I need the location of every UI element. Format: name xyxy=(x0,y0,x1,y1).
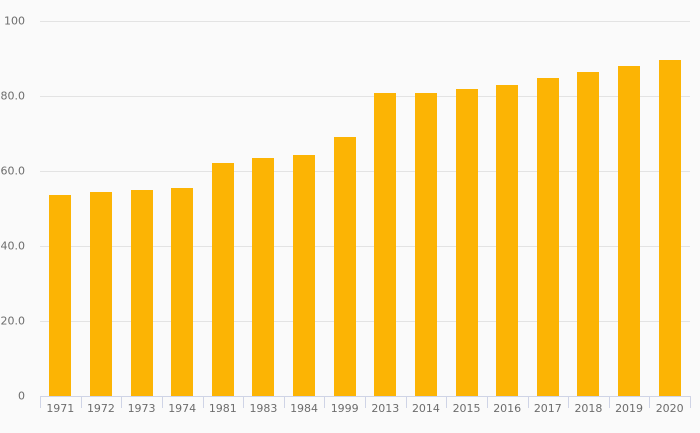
x-tick-label-2017: 2017 xyxy=(533,402,562,415)
x-axis-tick xyxy=(365,396,366,408)
gridline-60.0 xyxy=(40,171,690,172)
bar-2017[interactable] xyxy=(536,78,559,396)
x-tick-label-1984: 1984 xyxy=(290,402,319,415)
bar-slot xyxy=(609,0,650,433)
bar-slot xyxy=(406,0,447,433)
x-axis-tick xyxy=(649,396,651,408)
bar-slot xyxy=(40,0,81,433)
bar-slot xyxy=(324,0,365,433)
gridline-40.0 xyxy=(40,246,690,247)
y-tick-label: 80.0 xyxy=(0,89,26,103)
bar-slot xyxy=(365,0,406,433)
x-tick-label-1973: 1973 xyxy=(127,402,156,415)
bar-2016[interactable] xyxy=(496,84,519,396)
x-tick-label-2019: 2019 xyxy=(615,402,644,415)
x-axis-tick xyxy=(121,396,123,408)
y-tick-label: 100 xyxy=(4,14,25,28)
y-axis-labels: 0 20.0 40.0 60.0 80.0 100 xyxy=(0,0,33,433)
x-tick-label-2014: 2014 xyxy=(411,402,440,415)
bar-slot xyxy=(203,0,244,433)
x-tick-label-1974: 1974 xyxy=(168,402,197,415)
x-tick-label-2018: 2018 xyxy=(574,402,603,415)
y-tick-label: 60.0 xyxy=(0,164,26,178)
x-tick-label-1999: 1999 xyxy=(330,402,359,415)
x-axis-tick xyxy=(324,396,326,408)
bar-slot xyxy=(81,0,122,433)
x-axis-tick xyxy=(405,396,407,408)
gridline-100 xyxy=(40,21,690,22)
bar-2014[interactable] xyxy=(414,93,437,396)
x-axis-tick xyxy=(161,396,163,408)
x-tick-label-1983: 1983 xyxy=(249,402,278,415)
y-tick-label: 0 xyxy=(18,389,25,403)
gridline-20.0 xyxy=(40,321,690,322)
x-tick-label-1971: 1971 xyxy=(46,402,75,415)
x-axis-tick xyxy=(608,396,610,408)
bar-slot xyxy=(487,0,528,433)
bar-1983[interactable] xyxy=(252,158,275,396)
y-tick-label: 40.0 xyxy=(0,239,26,253)
x-axis-tick xyxy=(690,396,691,408)
bar-2020[interactable] xyxy=(658,59,681,396)
bar-2013[interactable] xyxy=(374,93,397,396)
x-axis-tick xyxy=(80,396,82,408)
bar-1971[interactable] xyxy=(49,194,72,396)
bar-1973[interactable] xyxy=(130,189,153,396)
bar-2015[interactable] xyxy=(455,89,478,396)
bar-slot xyxy=(121,0,162,433)
bar-2018[interactable] xyxy=(577,72,600,396)
bar-slot xyxy=(446,0,487,433)
bar-slot xyxy=(243,0,284,433)
y-tick-label: 20.0 xyxy=(0,314,26,328)
x-axis-tick xyxy=(283,396,285,408)
x-axis-tick xyxy=(40,396,41,408)
bar-slot xyxy=(284,0,325,433)
bar-slot xyxy=(528,0,569,433)
x-axis-tick xyxy=(243,396,245,408)
bar-slot xyxy=(162,0,203,433)
x-axis-tick xyxy=(486,396,488,408)
bar-1999[interactable] xyxy=(333,137,356,396)
bars-layer xyxy=(40,0,690,433)
bar-1972[interactable] xyxy=(89,191,112,396)
bar-slot xyxy=(568,0,609,433)
x-axis-tick xyxy=(568,396,570,408)
x-tick-label-1981: 1981 xyxy=(208,402,237,415)
x-tick-label-1972: 1972 xyxy=(86,402,115,415)
x-tick-label-2020: 2020 xyxy=(655,402,684,415)
x-axis-tick xyxy=(527,396,529,408)
x-tick-label-2013: 2013 xyxy=(371,402,400,415)
bar-1974[interactable] xyxy=(171,187,194,396)
bar-1981[interactable] xyxy=(211,162,234,396)
x-axis-tick xyxy=(202,396,204,408)
bar-1984[interactable] xyxy=(293,154,316,396)
x-axis-tick xyxy=(446,396,448,408)
x-tick-label-2015: 2015 xyxy=(452,402,481,415)
bar-slot xyxy=(649,0,690,433)
x-tick-label-2016: 2016 xyxy=(493,402,522,415)
x-axis-labels: 1971 1972 1973 1974 1981 1983 1984 1999 2013 2014… xyxy=(40,0,691,433)
bar-2019[interactable] xyxy=(618,66,641,396)
gridline-80.0 xyxy=(40,96,690,97)
